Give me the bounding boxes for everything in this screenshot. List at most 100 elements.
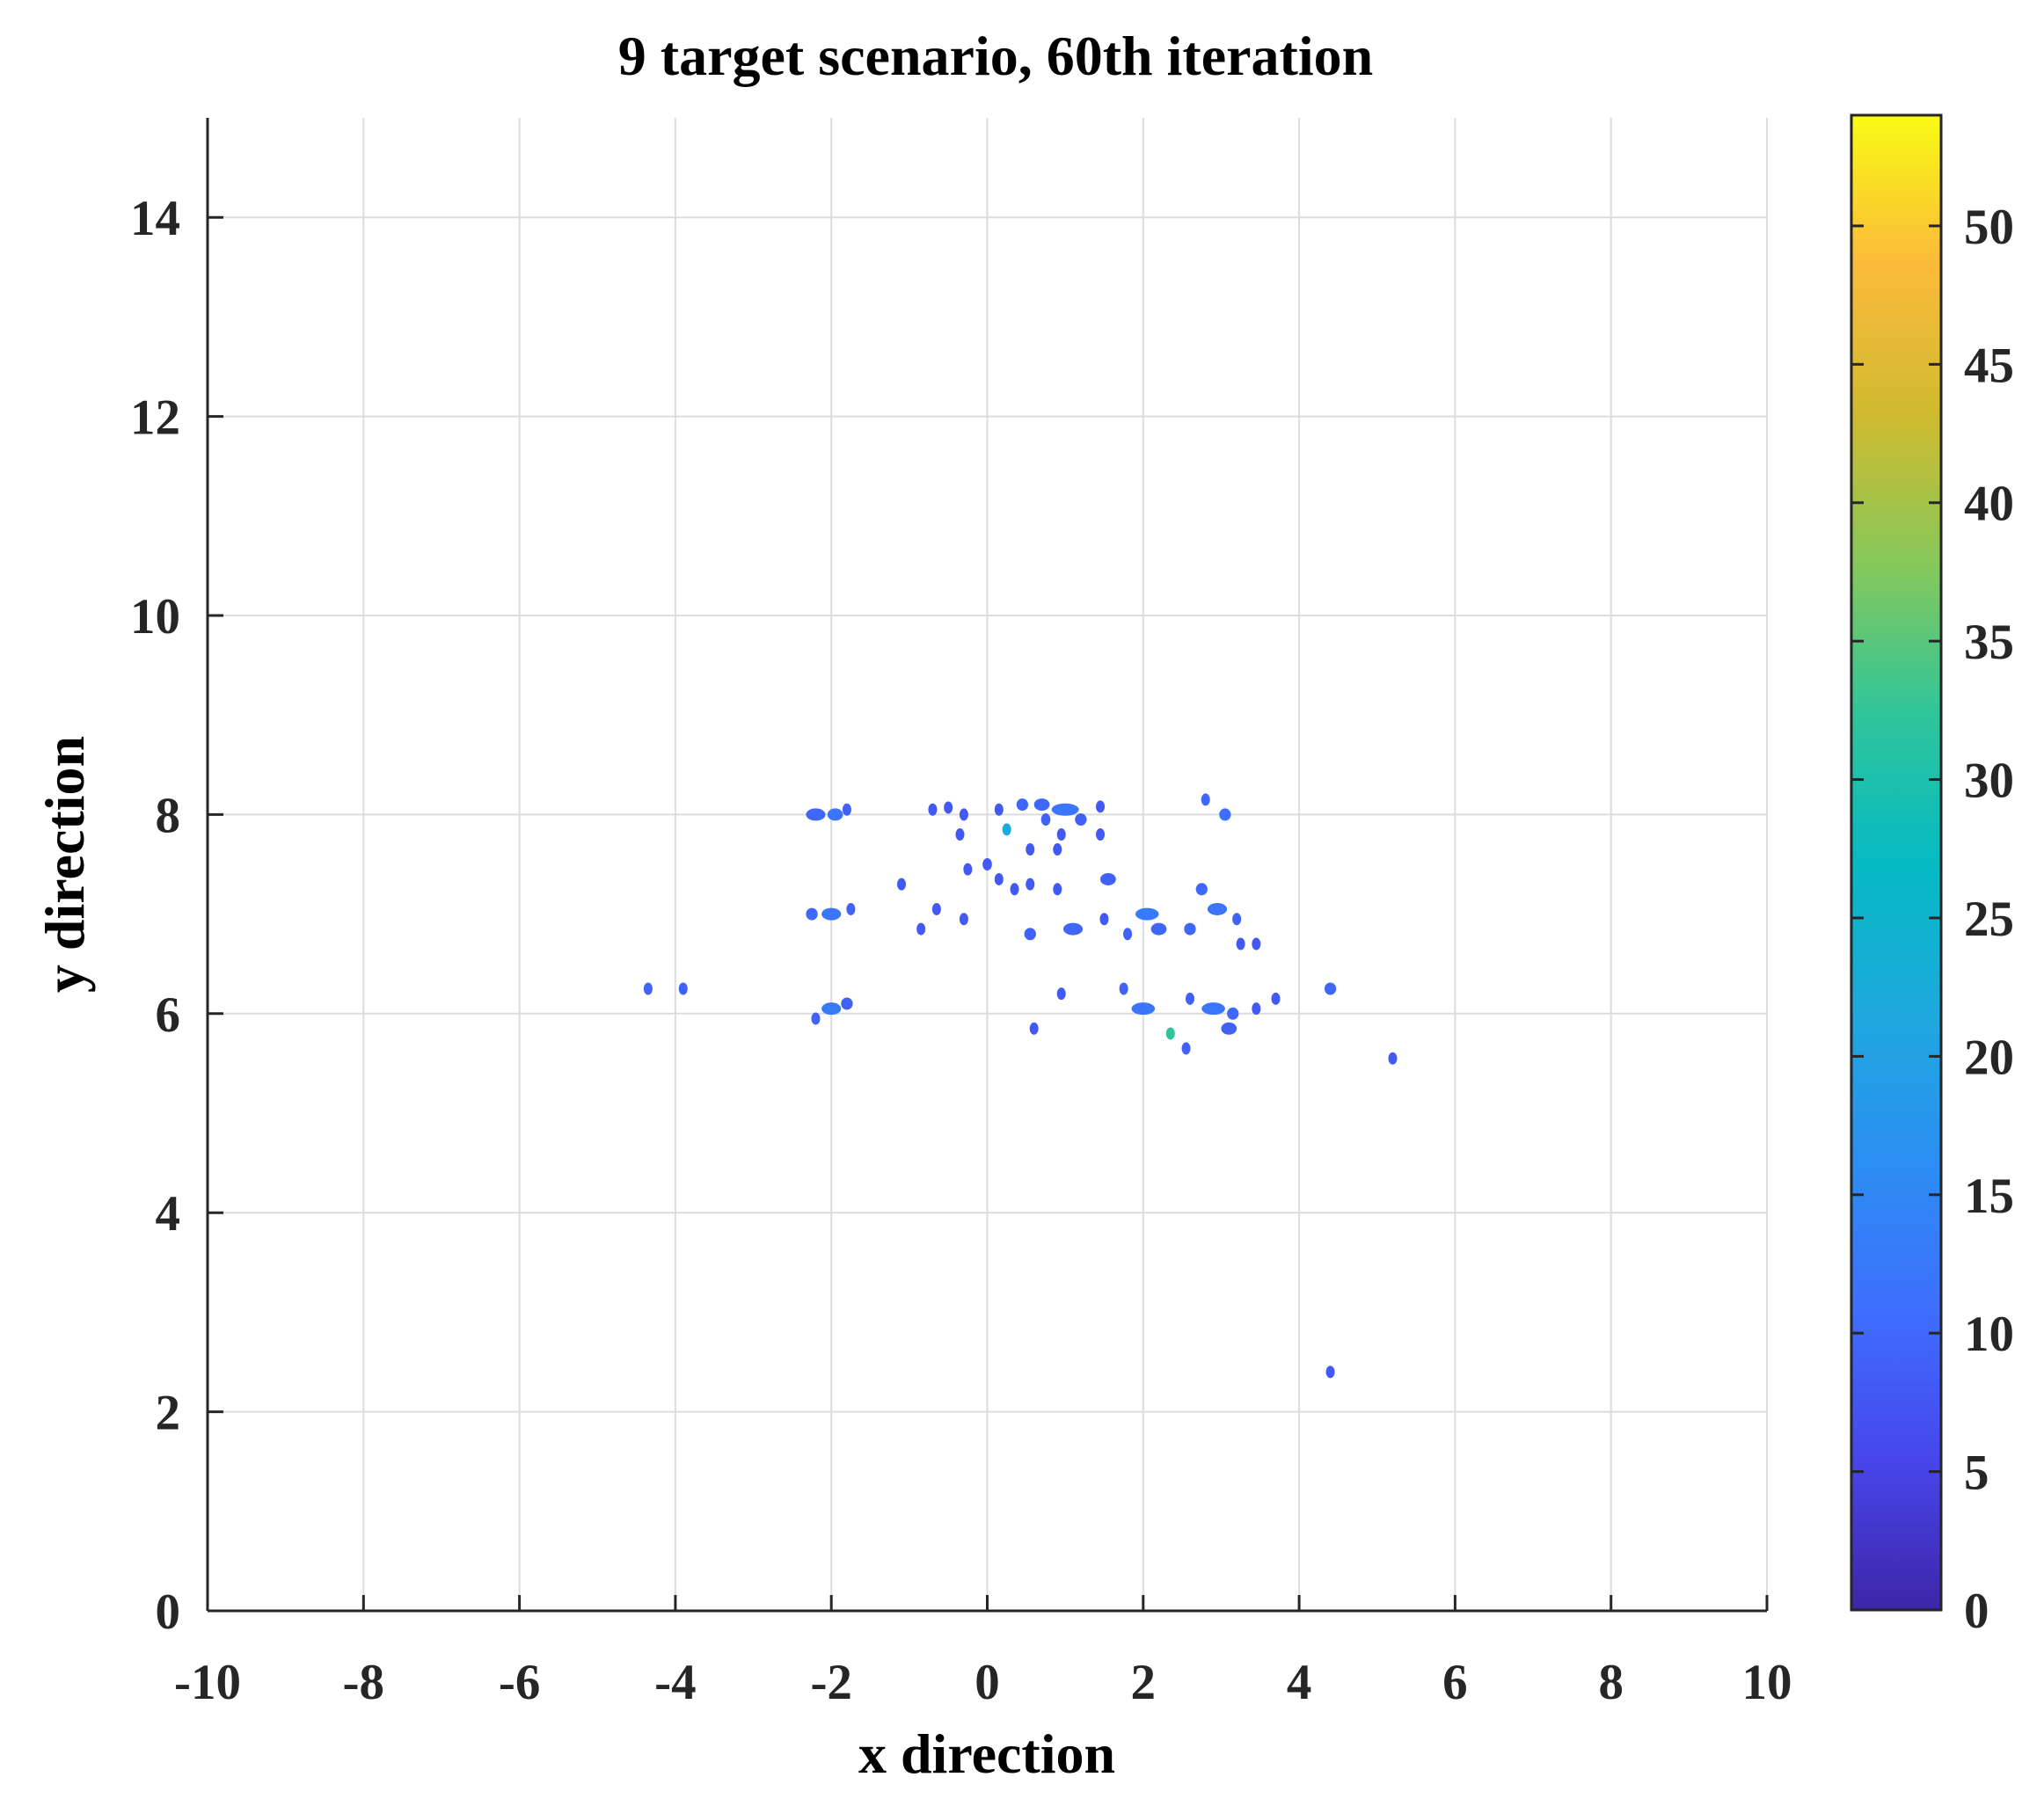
heatmap-blob: [1271, 992, 1281, 1005]
colorbar-tick-label: 35: [1964, 615, 2014, 670]
heatmap-blob: [1201, 793, 1210, 806]
heatmap-blob: [806, 808, 826, 821]
heatmap-blob: [959, 808, 968, 821]
heatmap-blob: [827, 808, 843, 821]
heatmap-blob: [1221, 1022, 1237, 1035]
x-tick-label: 10: [1742, 1655, 1792, 1710]
grid-lines: [207, 118, 1768, 1612]
heatmap-blob: [1123, 928, 1133, 941]
heatmap-blob: [1252, 937, 1261, 950]
heatmap-blob: [1119, 982, 1128, 995]
x-tick-label: -6: [499, 1655, 540, 1710]
y-tick-label: 6: [156, 987, 181, 1043]
heatmap-blob: [994, 803, 1004, 816]
heatmap-blob: [1053, 843, 1062, 856]
colorbar-tick-label: 30: [1964, 754, 2014, 809]
heatmap-blob: [1075, 813, 1087, 827]
heatmap-blob: [1150, 922, 1167, 936]
heatmap-blob: [1207, 902, 1228, 915]
heatmap-blob: [1195, 883, 1208, 896]
colorbar-tick-label: 50: [1964, 200, 2014, 255]
heatmap-blob: [1010, 883, 1019, 896]
heatmap-blob: [1135, 907, 1159, 921]
heatmap-blob: [1053, 883, 1062, 896]
heatmap-blob: [1056, 828, 1066, 841]
x-axis-title: x direction: [858, 1723, 1115, 1785]
x-tick-label: -4: [654, 1655, 696, 1710]
y-tick-label: 0: [156, 1584, 181, 1640]
heatmap-blob: [916, 922, 926, 936]
x-tick-label: -8: [343, 1655, 384, 1710]
axis-ticks: -10 -8 -6 -4 -2 0 2 4 6 8 10 0 2 4 6 8 10 12 14: [130, 191, 1792, 1710]
heatmap-blob: [678, 982, 688, 995]
heatmap-blob: [1232, 913, 1242, 926]
heatmap-blob: [841, 997, 853, 1010]
heatmap-blob: [1219, 808, 1231, 821]
colorbar: [1850, 113, 1943, 1612]
heatmap-blob: [821, 1002, 842, 1016]
heatmap-blob: [928, 803, 938, 816]
heatmap-blob: [811, 1012, 821, 1025]
heatmap-blob: [963, 863, 973, 876]
heatmap-blob: [1026, 843, 1035, 856]
heatmap-blob: [994, 872, 1004, 885]
colorbar-tick-label: 5: [1964, 1446, 1989, 1501]
y-tick-label: 10: [130, 589, 180, 645]
x-tick-label: 2: [1131, 1655, 1157, 1710]
heatmap-blob: [1051, 803, 1079, 816]
heatmap-blob: [1227, 1007, 1239, 1020]
heatmap-blob: [1016, 798, 1029, 812]
heatmap-blob: [1252, 1002, 1261, 1016]
heatmap-blob: [1131, 1002, 1156, 1016]
heatmap-blob: [1165, 1027, 1175, 1040]
y-tick-label: 8: [156, 788, 181, 843]
heatmap-blob: [1324, 982, 1337, 995]
heatmap-blob: [821, 907, 842, 921]
colorbar-ticks: 0 5 10 15 20 25 30 35 40 45 50: [1851, 200, 2014, 1639]
colorbar-tick-label: 40: [1964, 477, 2014, 532]
heatmap-blob: [1040, 813, 1051, 827]
heatmap-blob: [1236, 937, 1245, 950]
heatmap-blob: [1099, 913, 1109, 926]
heatmap-blob: [1388, 1052, 1398, 1065]
x-tick-label: 4: [1287, 1655, 1312, 1710]
y-axis-title: y direction: [33, 736, 96, 993]
colorbar-tick-label: 10: [1964, 1307, 2014, 1362]
heatmap-blob: [1201, 1002, 1225, 1016]
heatmap-blob: [1325, 1366, 1335, 1379]
x-tick-label: 6: [1442, 1655, 1468, 1710]
heatmap-blob: [643, 982, 653, 995]
colorbar-tick-label: 25: [1964, 892, 2014, 947]
colorbar-tick-label: 20: [1964, 1030, 2014, 1085]
heatmap-blob: [1002, 823, 1011, 836]
heatmap-blob: [959, 913, 968, 926]
heatmap-blob: [931, 902, 941, 915]
heatmap-blob: [846, 902, 856, 915]
heatmap-blob: [1181, 1042, 1191, 1055]
x-tick-label: 8: [1598, 1655, 1624, 1710]
heatmap-blob: [806, 907, 818, 921]
colorbar-tick-label: 45: [1964, 338, 2014, 393]
heatmap-blob: [842, 803, 851, 816]
heatmap-blob: [1184, 922, 1196, 936]
heatmap-blob: [1185, 992, 1194, 1005]
heatmap-blob: [1056, 987, 1066, 1001]
y-tick-label: 12: [130, 390, 180, 446]
x-tick-label: -2: [810, 1655, 851, 1710]
heatmap-blob: [1026, 878, 1035, 891]
y-tick-label: 2: [156, 1386, 181, 1441]
heatmap-blob: [1062, 922, 1084, 936]
chart-title: 9 target scenario, 60th iteration: [618, 25, 1373, 87]
heatmap-blob: [1100, 872, 1116, 885]
heatmap-layer: [643, 793, 1398, 1379]
heatmap-blob: [1096, 828, 1106, 841]
x-tick-label: 0: [975, 1655, 1000, 1710]
y-tick-label: 4: [156, 1186, 181, 1242]
heatmap-blob: [896, 878, 906, 891]
y-tick-label: 14: [130, 191, 180, 246]
heatmap-blob: [944, 801, 953, 814]
heatmap-blob: [1033, 798, 1050, 812]
heatmap-blob: [955, 828, 965, 841]
heatmap-blob: [1096, 800, 1106, 813]
heatmap-blob: [1024, 928, 1036, 941]
